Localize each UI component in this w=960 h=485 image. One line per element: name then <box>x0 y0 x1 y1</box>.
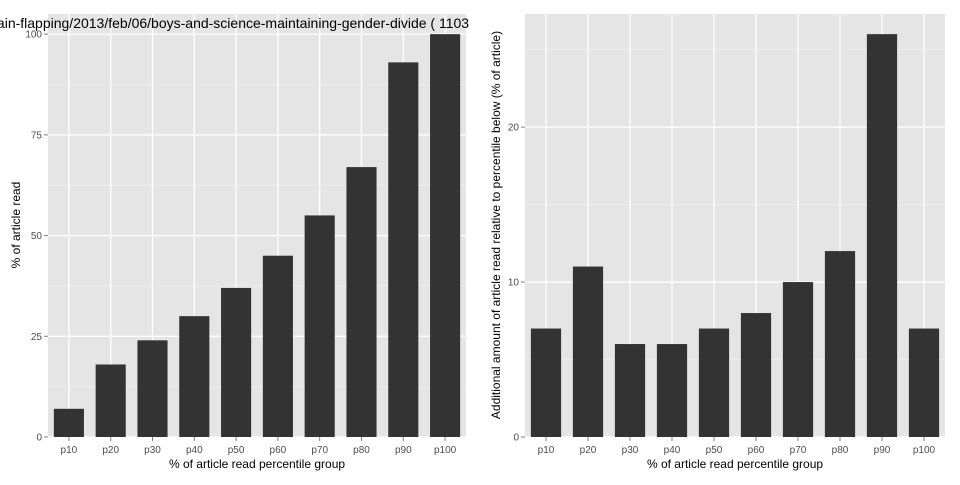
x-axis-title: % of article read percentile group <box>169 457 345 471</box>
chart-panel-2: 0 10 20 p10 p20 p30 p40 p50 p60 p70 p80 p90 p100 % of… <box>489 14 945 471</box>
bar-p20 <box>95 364 126 437</box>
bar-p60 <box>740 313 772 437</box>
bar-p40 <box>179 316 210 437</box>
y-tick-label: 0 <box>513 433 519 444</box>
x-tick-label: p70 <box>790 445 807 456</box>
y-tick-label: 75 <box>31 130 43 141</box>
x-tick-label: p40 <box>664 445 681 456</box>
x-tick-label: p10 <box>538 445 555 456</box>
x-tick-label: p30 <box>622 445 639 456</box>
y-axis-title: Additional amount of article read relati… <box>489 31 503 419</box>
x-tick-label: p90 <box>874 445 891 456</box>
bar-p10 <box>530 328 562 437</box>
bar-p50 <box>221 287 252 437</box>
y-tick-label: 0 <box>36 433 42 444</box>
y-axis-title: % of article read <box>9 182 23 269</box>
y-tick-label: 100 <box>25 30 42 41</box>
x-tick-label: p30 <box>144 445 161 456</box>
x-tick-label: p10 <box>61 445 78 456</box>
chart-panel-1: 0 25 50 75 100 p10 p20 p30 p40 p50 p60 p70 p80 p90 p10… <box>0 14 469 471</box>
x-tick-label: p90 <box>395 445 412 456</box>
x-tick-label: p100 <box>913 445 936 456</box>
bar-p100 <box>430 34 461 438</box>
bar-p90 <box>388 62 419 437</box>
bar-p30 <box>137 340 168 437</box>
bar-p10 <box>53 408 84 437</box>
x-tick-label: p60 <box>270 445 287 456</box>
x-tick-label: p70 <box>311 445 328 456</box>
x-tick-label: p80 <box>353 445 370 456</box>
x-tick-label: p100 <box>434 445 457 456</box>
x-tick-label: p20 <box>102 445 119 456</box>
bar-p80 <box>824 251 856 437</box>
bar-p60 <box>262 255 293 437</box>
chart-title: ain-flapping/2013/feb/06/boys-and-scienc… <box>0 15 469 31</box>
x-tick-label: p50 <box>228 445 245 456</box>
bar-p50 <box>698 328 730 437</box>
y-tick-label: 20 <box>508 123 520 134</box>
bar-p70 <box>782 282 814 437</box>
bar-p70 <box>304 215 335 437</box>
bar-p20 <box>572 266 604 437</box>
bar-p30 <box>614 344 646 437</box>
x-tick-label: p80 <box>832 445 849 456</box>
bar-p80 <box>346 167 377 438</box>
x-tick-label: p50 <box>706 445 723 456</box>
bar-p90 <box>866 34 898 438</box>
y-tick-label: 10 <box>508 278 520 289</box>
y-tick-label: 50 <box>31 231 43 242</box>
x-tick-label: p60 <box>748 445 765 456</box>
x-tick-label: p20 <box>580 445 597 456</box>
bar-p40 <box>656 344 688 437</box>
x-axis-title: % of article read percentile group <box>647 457 823 471</box>
bar-p100 <box>908 328 940 437</box>
x-tick-label: p40 <box>186 445 203 456</box>
y-tick-label: 25 <box>31 332 43 343</box>
